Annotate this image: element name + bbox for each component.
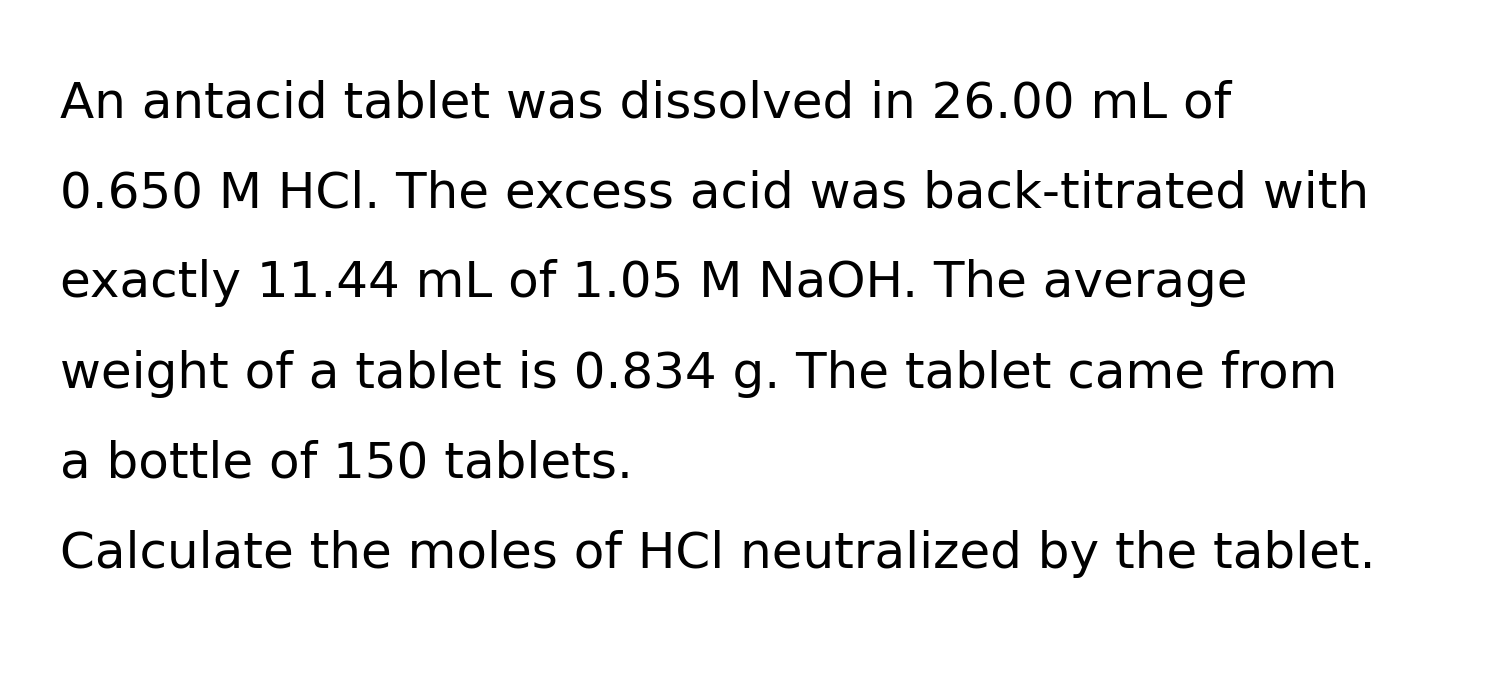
Text: 0.650 M HCl. The excess acid was back-titrated with: 0.650 M HCl. The excess acid was back-ti… — [60, 169, 1370, 217]
Text: Calculate the moles of HCl neutralized by the tablet.: Calculate the moles of HCl neutralized b… — [60, 530, 1376, 578]
Text: An antacid tablet was dissolved in 26.00 mL of: An antacid tablet was dissolved in 26.00… — [60, 79, 1231, 127]
Text: exactly 11.44 mL of 1.05 M NaOH. The average: exactly 11.44 mL of 1.05 M NaOH. The ave… — [60, 259, 1248, 308]
Text: a bottle of 150 tablets.: a bottle of 150 tablets. — [60, 440, 633, 488]
Text: weight of a tablet is 0.834 g. The tablet came from: weight of a tablet is 0.834 g. The table… — [60, 350, 1338, 398]
